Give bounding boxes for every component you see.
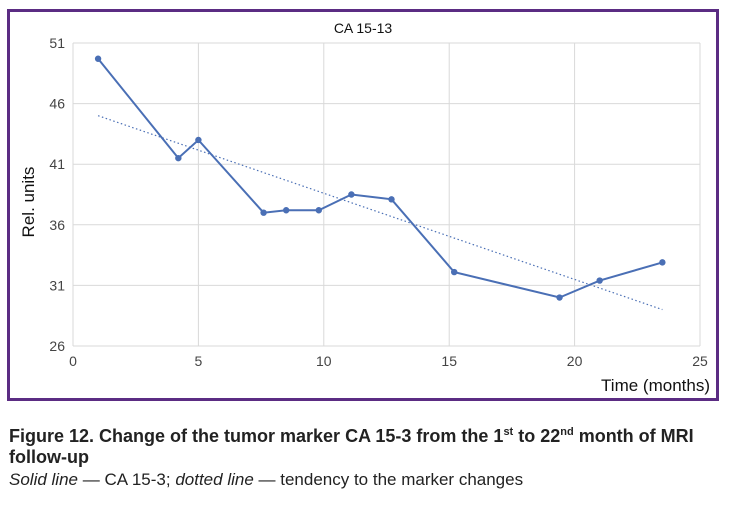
y-axis-title: Rel. units (19, 167, 38, 238)
series-line-ca15-3 (97, 58, 663, 299)
caption-title-part: month of MRI follow-up (9, 426, 694, 467)
data-point (388, 196, 395, 203)
x-tick-label: 15 (441, 353, 457, 369)
data-point (175, 154, 182, 162)
data-point (556, 294, 563, 301)
data-point (596, 277, 603, 284)
y-tick-label: 36 (49, 217, 65, 233)
caption-superscript-nd: nd (560, 426, 574, 438)
x-tick-label: 0 (69, 353, 77, 369)
series-layer (94, 55, 666, 311)
data-point (315, 207, 322, 214)
x-tick-label: 20 (567, 353, 583, 369)
x-tick-label: 5 (195, 353, 203, 369)
data-point (260, 209, 267, 216)
x-axis-title: Time (months) (601, 376, 710, 395)
data-point (94, 55, 102, 62)
caption-legend-part: — tendency to the marker changes (253, 470, 524, 489)
x-tick-label: 10 (316, 353, 332, 369)
caption-title: Figure 12. Change of the tumor marker CA… (9, 426, 727, 468)
caption-dotted-line-term: dotted line (175, 470, 254, 489)
caption-legend-part: — CA 15-3; (78, 470, 176, 489)
figure-caption: Figure 12. Change of the tumor marker CA… (9, 426, 727, 491)
data-point (451, 268, 458, 276)
trend-line-dotted (97, 115, 663, 311)
caption-title-part: to 22 (513, 426, 561, 446)
y-tick-label: 41 (49, 156, 65, 172)
data-point (348, 191, 355, 198)
y-tick-label: 51 (49, 35, 65, 51)
data-point (659, 259, 666, 266)
caption-title-part: Figure 12. Change of the tumor marker CA… (9, 426, 504, 446)
caption-solid-line-term: Solid line (9, 470, 78, 489)
y-tick-label: 46 (49, 96, 65, 112)
data-point (282, 207, 290, 214)
chart-frame: 26 31 36 41 46 51 0 5 10 15 20 25 CA 15-13 Rel. uni… (7, 9, 719, 401)
y-tick-label: 31 (49, 277, 65, 293)
y-tick-label: 26 (49, 338, 65, 354)
grid-layer (72, 42, 701, 347)
chart-title: CA 15-13 (334, 20, 393, 36)
caption-legend: Solid line — CA 15-3; dotted line — tend… (9, 469, 727, 491)
x-tick-label: 25 (692, 353, 708, 369)
caption-superscript-st: st (503, 426, 514, 438)
data-point (195, 136, 202, 144)
